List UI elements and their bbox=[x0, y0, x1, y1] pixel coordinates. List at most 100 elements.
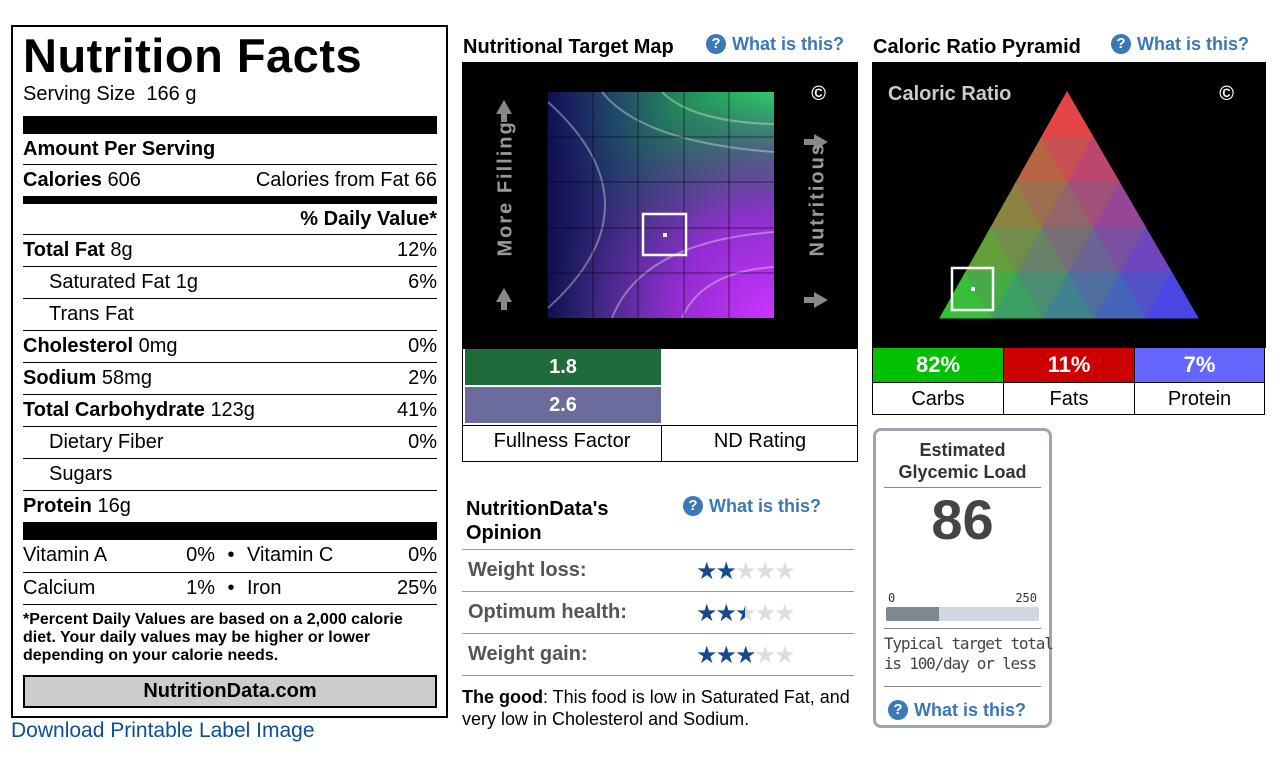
nutrient-label: Dietary Fiber bbox=[49, 431, 164, 453]
pyramid-what-link[interactable]: ? What is this? bbox=[1111, 33, 1249, 55]
star-icon: ★ bbox=[754, 558, 776, 585]
star-rating: ★★★★★ bbox=[696, 600, 796, 627]
glycemic-separator bbox=[884, 487, 1041, 488]
download-label-link[interactable]: Download Printable Label Image bbox=[11, 719, 315, 742]
nutrient-name: Trans Fat bbox=[49, 299, 134, 330]
nutrient-row: Total Carbohydrate 123g 41% bbox=[23, 394, 437, 426]
glycemic-note-line1: Typical target total bbox=[884, 634, 1054, 653]
map-target-dot bbox=[663, 233, 667, 237]
pyramid-inner-title: Caloric Ratio bbox=[888, 83, 1012, 105]
nutrient-label: Total Carbohydrate bbox=[23, 399, 205, 421]
star-icon: ★ bbox=[696, 558, 717, 585]
nutrient-name: Dietary Fiber bbox=[49, 427, 163, 458]
star-icon: ★ bbox=[735, 558, 756, 585]
star-rating: ★★★★★ bbox=[696, 558, 796, 585]
ratio-divider bbox=[1134, 348, 1135, 414]
question-icon: ? bbox=[888, 700, 908, 720]
star-icon: ★ bbox=[774, 600, 795, 627]
nutrient-name: Total Fat 8g bbox=[23, 235, 133, 266]
pyramid-cell bbox=[1040, 90, 1095, 138]
more-filling-label: More Filling bbox=[494, 120, 517, 257]
what-link-text: What is this? bbox=[1137, 34, 1249, 54]
glycemic-what-link[interactable]: ? What is this? bbox=[888, 699, 1026, 721]
nutrient-label: Sodium bbox=[23, 367, 97, 389]
nutrient-row: Cholesterol 0mg 0% bbox=[23, 330, 437, 362]
brand-box: NutritionData.com bbox=[23, 675, 437, 708]
what-link-text: What is this? bbox=[709, 496, 821, 516]
vitamin-dv: 1% bbox=[186, 577, 215, 599]
nutrient-label: Protein bbox=[23, 495, 92, 517]
vitamin-dv: 25% bbox=[396, 577, 437, 599]
target-map: © More Filling Nutritious bbox=[462, 62, 858, 348]
pyramid-target-dot bbox=[971, 287, 975, 291]
nutrient-row: Protein 16g bbox=[23, 490, 437, 522]
nutrient-name: Sodium 58mg bbox=[23, 363, 152, 394]
question-icon: ? bbox=[706, 34, 726, 54]
pyramid-cell bbox=[1145, 271, 1199, 319]
vitamin-cell: Iron 25% bbox=[247, 573, 437, 604]
star-icon: ★ bbox=[754, 642, 776, 669]
opinion-what-link[interactable]: ? What is this? bbox=[683, 495, 821, 517]
nutrient-label: Total Fat bbox=[23, 239, 105, 261]
pyramid-cells bbox=[939, 90, 1199, 320]
nutrient-label: Sugars bbox=[49, 463, 113, 485]
thick-divider-2 bbox=[23, 522, 437, 540]
map-arcs bbox=[547, 91, 775, 319]
target-map-graphic bbox=[496, 91, 828, 319]
nd-rating-label: ND Rating bbox=[713, 430, 807, 452]
map-purple-zone bbox=[548, 92, 774, 318]
target-map-title: Nutritional Target Map bbox=[463, 36, 674, 58]
glycemic-separator bbox=[884, 628, 1041, 629]
glycemic-value: 86 bbox=[931, 488, 994, 551]
nutrient-name: Total Carbohydrate 123g bbox=[23, 395, 255, 426]
opinion-label: Weight loss: bbox=[468, 559, 587, 581]
good-label: The good bbox=[462, 687, 543, 707]
star-icon: ★ bbox=[715, 558, 737, 585]
map-target-box bbox=[641, 212, 688, 257]
star-icon: ★ bbox=[715, 642, 737, 669]
carbs-pct: 82% bbox=[873, 348, 1003, 382]
carbs-name: Carbs bbox=[873, 382, 1003, 414]
star-icon: ★ bbox=[735, 642, 756, 669]
nutritious-label: Nutritious bbox=[806, 142, 829, 257]
nutrient-row: Total Fat 8g 12% bbox=[23, 234, 437, 266]
vitamin-cell: Vitamin A 0% bbox=[23, 540, 215, 572]
target-map-what-link[interactable]: ? What is this? bbox=[706, 33, 844, 55]
carbs-cell: 82% Carbs bbox=[873, 348, 1003, 414]
opinion-bottom-rule bbox=[462, 675, 854, 676]
what-link-text: What is this? bbox=[914, 700, 1026, 720]
pyramid-copyright: © bbox=[1219, 83, 1234, 105]
good-description: : This food is low in Saturated Fat, and… bbox=[462, 687, 850, 729]
glycemic-note: Typical target total is 100/day or less bbox=[884, 634, 1054, 674]
nutrient-amount: 16g bbox=[97, 495, 131, 517]
star-icon: ★ bbox=[696, 600, 717, 627]
nutrient-row: Sodium 58mg 2% bbox=[23, 362, 437, 394]
caloric-ratios: 82% Carbs 11% Fats 7% Protein bbox=[872, 347, 1265, 415]
nutrient-amount: 8g bbox=[110, 239, 133, 261]
thick-divider bbox=[23, 116, 437, 134]
vitamin-name: Calcium bbox=[23, 577, 96, 599]
amount-per-serving: Amount Per Serving bbox=[23, 138, 216, 160]
nutrient-name: Protein 16g bbox=[23, 491, 131, 522]
glycemic-note-line2: is 100/day or less bbox=[884, 654, 1037, 673]
nutrient-row: Sugars bbox=[23, 458, 437, 490]
vitamin-dv: 0% bbox=[186, 544, 215, 566]
serving-size: Serving Size 166 g bbox=[23, 82, 437, 106]
calories-label: Calories bbox=[23, 169, 102, 191]
protein-name: Protein bbox=[1135, 382, 1264, 414]
nutrition-facts-label: Nutrition Facts Serving Size 166 g Amoun… bbox=[11, 25, 448, 718]
scale-min: 0 bbox=[888, 591, 896, 605]
nutrient-dv: 6% bbox=[408, 271, 437, 293]
serving-value: 166 g bbox=[146, 83, 197, 105]
target-map-copyright: © bbox=[811, 83, 826, 105]
opinion-row: Optimum health: ★★★★★ bbox=[462, 591, 854, 633]
vitamin-name: Vitamin A bbox=[23, 544, 108, 566]
fullness-hline bbox=[463, 425, 857, 426]
fullness-panel: 1.8 2.6 Fullness Factor ND Rating bbox=[462, 348, 858, 462]
star-icon: ★ bbox=[715, 600, 737, 627]
calories-value: 606 bbox=[107, 169, 141, 191]
what-link-text: What is this? bbox=[732, 34, 844, 54]
nutrient-rows: Total Fat 8g 12% Saturated Fat 1g 6% Trans F… bbox=[23, 234, 437, 522]
opinion-row: Weight loss: ★★★★★ bbox=[462, 549, 854, 591]
pyramid-target-box bbox=[950, 266, 995, 312]
